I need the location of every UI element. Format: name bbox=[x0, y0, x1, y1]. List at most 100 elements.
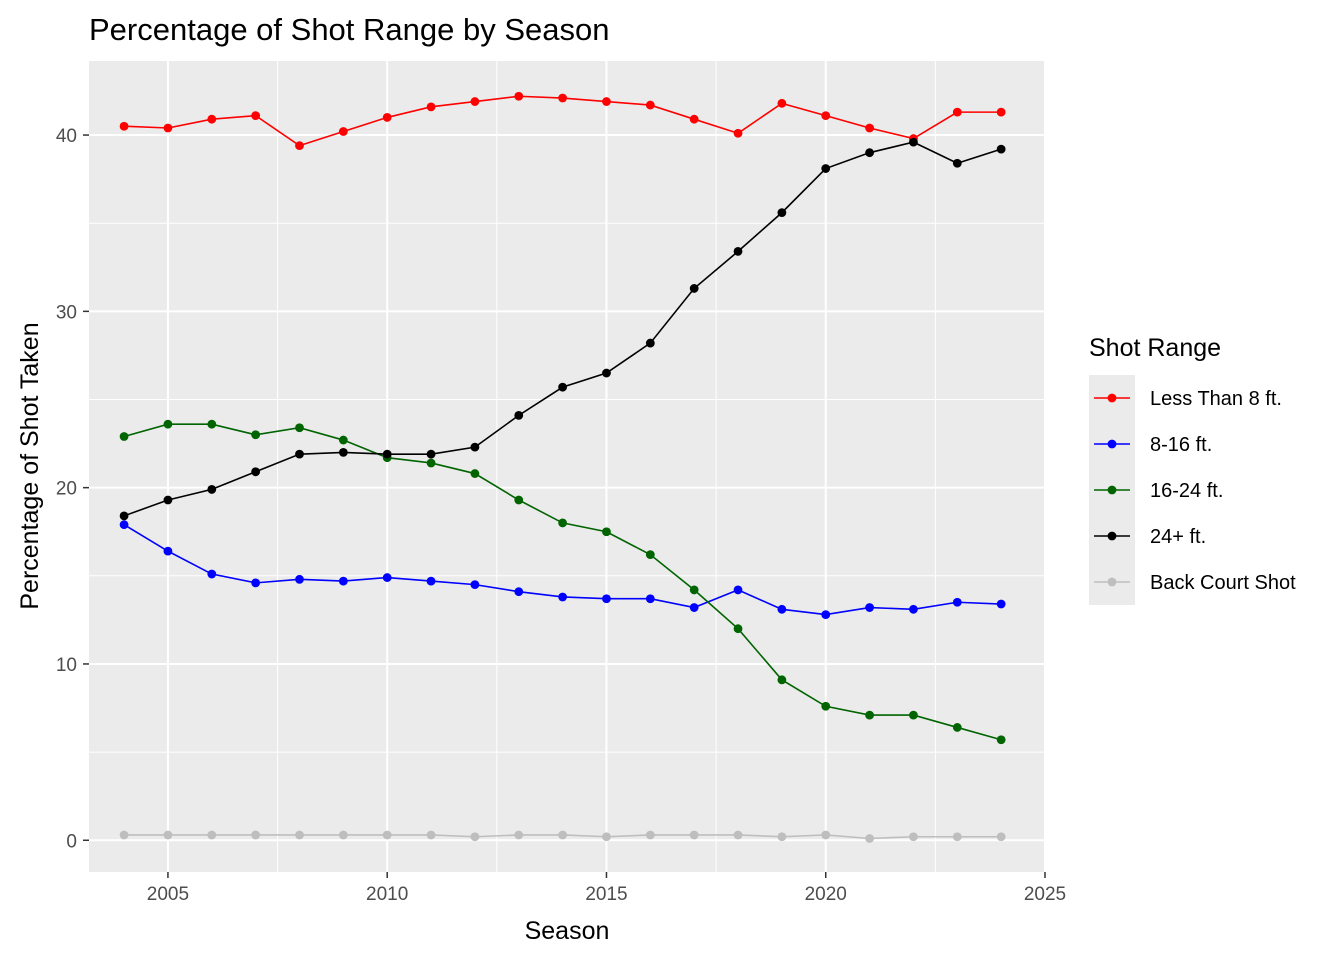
data-point bbox=[909, 604, 918, 614]
data-point bbox=[470, 832, 480, 842]
legend-item: Less Than 8 ft. bbox=[1094, 388, 1282, 410]
legend-label: Back Court Shot bbox=[1150, 572, 1296, 594]
data-point bbox=[558, 382, 568, 392]
x-axis: 2005 2010 2015 2020 2025 bbox=[147, 872, 1066, 905]
data-point bbox=[733, 830, 743, 840]
data-point bbox=[295, 141, 304, 151]
data-point bbox=[382, 113, 392, 122]
data-point bbox=[251, 830, 261, 840]
data-point bbox=[558, 518, 568, 528]
legend-item: 24+ ft. bbox=[1094, 526, 1206, 548]
data-point bbox=[733, 128, 743, 138]
data-point bbox=[865, 123, 874, 133]
data-point bbox=[996, 144, 1006, 154]
data-point bbox=[163, 419, 173, 429]
data-point bbox=[470, 97, 480, 106]
data-point bbox=[996, 107, 1006, 117]
legend-key-point bbox=[1107, 485, 1117, 495]
data-point bbox=[689, 114, 699, 124]
data-point bbox=[251, 467, 261, 477]
data-point bbox=[207, 419, 217, 429]
data-point bbox=[602, 368, 611, 378]
data-point bbox=[163, 830, 173, 840]
data-point bbox=[952, 107, 962, 117]
x-tick-label: 2020 bbox=[805, 884, 847, 905]
data-point bbox=[689, 830, 699, 840]
y-axis: 0 10 20 30 40 bbox=[56, 126, 89, 852]
data-point bbox=[163, 546, 173, 556]
x-tick-label: 2025 bbox=[1024, 884, 1066, 905]
data-point bbox=[119, 511, 129, 521]
y-tick-label: 0 bbox=[66, 831, 77, 852]
data-point bbox=[909, 832, 918, 842]
data-point bbox=[909, 137, 918, 147]
data-point bbox=[909, 710, 918, 720]
data-point bbox=[865, 148, 874, 158]
data-point bbox=[558, 592, 568, 602]
series-layer bbox=[119, 91, 1006, 843]
data-point bbox=[426, 576, 436, 586]
data-point bbox=[119, 830, 129, 840]
data-point bbox=[338, 447, 348, 457]
data-point bbox=[251, 578, 261, 588]
data-point bbox=[952, 723, 962, 732]
x-axis-title: Season bbox=[525, 917, 610, 945]
series-2 bbox=[119, 419, 1006, 745]
x-tick-label: 2010 bbox=[366, 884, 408, 905]
data-point bbox=[426, 830, 436, 840]
data-point bbox=[645, 594, 655, 604]
legend-key-point bbox=[1107, 531, 1117, 541]
data-point bbox=[733, 624, 743, 634]
data-point bbox=[207, 114, 217, 124]
data-point bbox=[558, 830, 568, 840]
data-point bbox=[514, 495, 524, 505]
data-point bbox=[251, 430, 261, 440]
legend-label: 8-16 ft. bbox=[1150, 434, 1212, 456]
data-point bbox=[645, 338, 655, 348]
data-point bbox=[689, 603, 699, 612]
y-tick-label: 30 bbox=[56, 302, 77, 323]
data-point bbox=[207, 830, 217, 840]
data-point bbox=[119, 520, 129, 530]
legend-label: 16-24 ft. bbox=[1150, 480, 1223, 502]
data-point bbox=[821, 830, 831, 840]
data-point bbox=[821, 111, 831, 121]
x-tick-label: 2015 bbox=[585, 884, 627, 905]
legend-items: Less Than 8 ft. 8-16 ft. 16-24 ft. 24+ ft. B… bbox=[1094, 388, 1296, 594]
data-point bbox=[338, 127, 348, 136]
data-point bbox=[821, 701, 831, 711]
data-point bbox=[295, 574, 304, 584]
series-1 bbox=[119, 520, 1006, 619]
data-point bbox=[777, 675, 787, 685]
data-point bbox=[602, 832, 611, 842]
data-point bbox=[733, 585, 743, 595]
legend-key-point bbox=[1107, 577, 1117, 587]
legend-label: Less Than 8 ft. bbox=[1150, 388, 1282, 410]
y-tick-label: 10 bbox=[56, 655, 77, 676]
data-point bbox=[865, 834, 874, 843]
data-point bbox=[996, 599, 1006, 609]
legend-key-point bbox=[1107, 439, 1117, 449]
legend-item: Back Court Shot bbox=[1094, 572, 1296, 594]
data-point bbox=[382, 830, 392, 840]
data-point bbox=[514, 410, 524, 420]
grid-minor bbox=[89, 61, 1045, 872]
x-tick-label: 2005 bbox=[147, 884, 189, 905]
data-point bbox=[295, 830, 304, 840]
data-point bbox=[295, 449, 304, 459]
data-point bbox=[777, 832, 787, 842]
data-point bbox=[996, 735, 1006, 745]
data-point bbox=[338, 830, 348, 840]
y-axis-title: Percentage of Shot Taken bbox=[16, 322, 44, 609]
data-point bbox=[821, 164, 831, 173]
data-point bbox=[689, 284, 699, 293]
data-point bbox=[558, 93, 568, 103]
data-point bbox=[207, 569, 217, 579]
data-point bbox=[952, 832, 962, 842]
grid-major bbox=[89, 61, 1046, 872]
legend-item: 16-24 ft. bbox=[1094, 480, 1223, 502]
data-point bbox=[645, 100, 655, 110]
data-point bbox=[382, 449, 392, 459]
data-point bbox=[777, 604, 787, 614]
data-point bbox=[119, 432, 129, 441]
